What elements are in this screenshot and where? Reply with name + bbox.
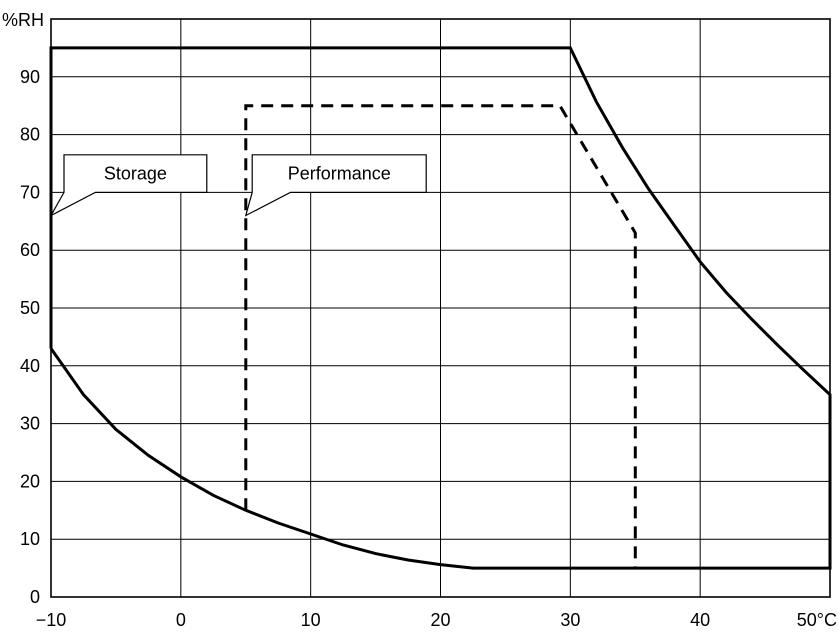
- performance-series-line: [244, 104, 637, 569]
- performance-callout-box: [244, 154, 427, 217]
- x-tick-label: 50°C: [797, 610, 837, 630]
- storage-callout: Storage: [49, 154, 208, 217]
- y-tick-label: 70: [20, 182, 40, 202]
- performance-callout: Performance: [244, 154, 427, 217]
- y-tick-label: 0: [30, 587, 40, 607]
- x-tick-label: 0: [176, 610, 186, 630]
- storage-callout-box: [49, 154, 208, 217]
- y-tick-label: 10: [20, 529, 40, 549]
- x-tick-label: 10: [301, 610, 321, 630]
- y-tick-label: 80: [20, 125, 40, 145]
- y-tick-label: 60: [20, 240, 40, 260]
- y-unit-label: %RH: [2, 10, 44, 30]
- callouts: Storage Performance: [49, 154, 427, 217]
- storage-series-line: [49, 46, 832, 570]
- grid: [50, 18, 831, 598]
- y-tick-label: 90: [20, 67, 40, 87]
- x-tick-label: 30: [560, 610, 580, 630]
- x-tick-label: 40: [690, 610, 710, 630]
- y-tick-label: 20: [20, 471, 40, 491]
- series-group: [49, 46, 832, 570]
- storage-callout-label: Storage: [104, 164, 167, 184]
- y-tick-label: 50: [20, 298, 40, 318]
- performance-callout-label: Performance: [288, 164, 391, 184]
- x-axis-ticks: −10 0 10 20 30 40 50°C: [36, 610, 837, 630]
- x-tick-label: 20: [430, 610, 450, 630]
- y-tick-label: 40: [20, 356, 40, 376]
- y-axis-ticks: 0 10 20 30 40 50 60 70 80 90: [20, 67, 40, 607]
- x-tick-label: −10: [36, 610, 67, 630]
- y-tick-label: 30: [20, 414, 40, 434]
